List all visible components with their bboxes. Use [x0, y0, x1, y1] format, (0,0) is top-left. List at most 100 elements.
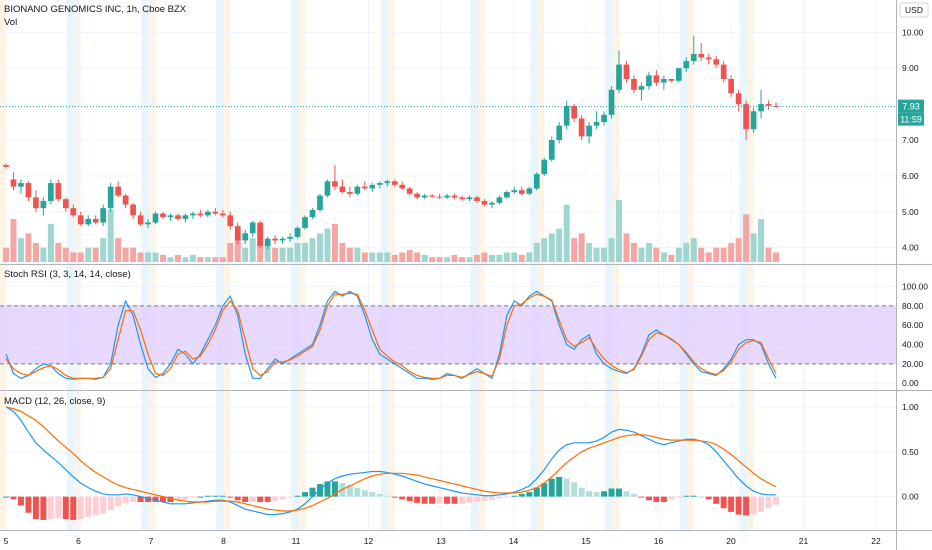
candle-body[interactable]: [317, 195, 323, 210]
candle-body[interactable]: [623, 64, 630, 79]
candle-body[interactable]: [242, 233, 249, 241]
candle-body[interactable]: [190, 213, 196, 216]
candle-body[interactable]: [638, 86, 645, 90]
candle-body[interactable]: [593, 122, 600, 126]
candle-body[interactable]: [160, 213, 166, 218]
candle-body[interactable]: [548, 140, 555, 160]
candle-body[interactable]: [773, 105, 779, 107]
candle-body[interactable]: [518, 190, 525, 194]
candle-body[interactable]: [219, 213, 226, 216]
candle-body[interactable]: [444, 195, 450, 198]
stoch-title[interactable]: Stoch RSI (3, 3, 14, 14, close): [4, 269, 131, 280]
candle-body[interactable]: [77, 215, 84, 225]
chart-title[interactable]: BIONANO GENOMICS INC, 1h, Cboe BZX: [4, 4, 187, 15]
stoch-axis[interactable]: 0.00 20.00 40.00 60.00 80.00 100.00: [902, 282, 928, 389]
candle-body[interactable]: [414, 193, 421, 198]
candle-body[interactable]: [92, 218, 99, 223]
candle-body[interactable]: [399, 184, 406, 189]
candle-body[interactable]: [683, 61, 690, 69]
candle-body[interactable]: [765, 104, 772, 106]
candle-body[interactable]: [631, 79, 637, 90]
candle-body[interactable]: [586, 125, 592, 137]
candle-body[interactable]: [85, 218, 92, 225]
candle-body[interactable]: [40, 201, 47, 209]
candle-body[interactable]: [122, 195, 129, 205]
candle-body[interactable]: [578, 118, 585, 137]
candle-body[interactable]: [264, 238, 271, 246]
candle-body[interactable]: [750, 111, 757, 130]
candle-body[interactable]: [668, 79, 675, 81]
candle-body[interactable]: [167, 215, 174, 218]
candle-body[interactable]: [496, 197, 503, 203]
candle-body[interactable]: [406, 188, 413, 194]
candle-body[interactable]: [309, 209, 316, 218]
candle-body[interactable]: [705, 57, 712, 60]
candle-body[interactable]: [743, 104, 749, 130]
candle-body[interactable]: [646, 75, 652, 87]
candle-body[interactable]: [489, 202, 495, 205]
candle-body[interactable]: [466, 197, 473, 200]
candle-body[interactable]: [339, 186, 346, 193]
candle-body[interactable]: [556, 125, 563, 140]
candle-body[interactable]: [107, 186, 114, 209]
candle-body[interactable]: [526, 188, 533, 194]
candle-body[interactable]: [354, 186, 361, 194]
candle-body[interactable]: [10, 179, 17, 187]
candle-body[interactable]: [728, 79, 734, 94]
candle-body[interactable]: [175, 215, 181, 219]
candle-body[interactable]: [391, 181, 398, 185]
candle-body[interactable]: [459, 197, 465, 200]
candle-body[interactable]: [272, 238, 278, 241]
candle-body[interactable]: [48, 183, 54, 201]
candle-body[interactable]: [541, 159, 548, 175]
candle-body[interactable]: [279, 238, 286, 241]
candle-body[interactable]: [55, 183, 62, 200]
candle-body[interactable]: [735, 93, 742, 105]
candle-body[interactable]: [25, 183, 32, 198]
candle-body[interactable]: [347, 192, 353, 194]
candle-body[interactable]: [152, 213, 159, 223]
candle-body[interactable]: [369, 184, 376, 189]
volume-label[interactable]: Vol: [4, 17, 17, 28]
candle-body[interactable]: [720, 64, 727, 79]
candle-body[interactable]: [384, 181, 391, 184]
candle-body[interactable]: [481, 201, 488, 205]
candle-body[interactable]: [100, 208, 107, 223]
macd-axis[interactable]: 0.00 0.50 1.00: [902, 402, 919, 502]
candle-body[interactable]: [563, 105, 570, 126]
candle-body[interactable]: [18, 183, 24, 187]
candle-body[interactable]: [690, 53, 697, 62]
candle-body[interactable]: [182, 215, 189, 219]
candle-body[interactable]: [257, 222, 264, 246]
candle-body[interactable]: [601, 114, 607, 123]
candle-body[interactable]: [287, 236, 293, 239]
candle-body[interactable]: [249, 222, 256, 234]
candle-body[interactable]: [234, 226, 241, 241]
candle-body[interactable]: [197, 213, 204, 216]
candle-body[interactable]: [653, 75, 660, 83]
macd-title[interactable]: MACD (12, 26, close, 9): [4, 396, 105, 407]
candle-body[interactable]: [429, 195, 435, 197]
candle-body[interactable]: [145, 222, 151, 225]
candle-body[interactable]: [474, 197, 480, 201]
candle-body[interactable]: [205, 211, 211, 216]
candle-body[interactable]: [533, 174, 540, 189]
candle-body[interactable]: [294, 227, 301, 237]
candle-body[interactable]: [571, 105, 577, 119]
candle-body[interactable]: [504, 192, 510, 198]
candle-body[interactable]: [33, 197, 39, 209]
candle-body[interactable]: [713, 59, 720, 65]
candle-body[interactable]: [698, 53, 705, 58]
candle-body[interactable]: [62, 199, 69, 209]
candle-body[interactable]: [758, 104, 764, 112]
candlestick-series[interactable]: [3, 35, 779, 250]
candle-body[interactable]: [608, 89, 615, 115]
candle-body[interactable]: [675, 68, 682, 81]
candle-body[interactable]: [115, 186, 121, 196]
time-axis[interactable]: 5 6 7 8 11 12 13 14 15 16 20 21 22: [4, 536, 881, 546]
candle-body[interactable]: [212, 211, 219, 214]
candle-body[interactable]: [70, 208, 77, 216]
candle-body[interactable]: [421, 195, 428, 198]
